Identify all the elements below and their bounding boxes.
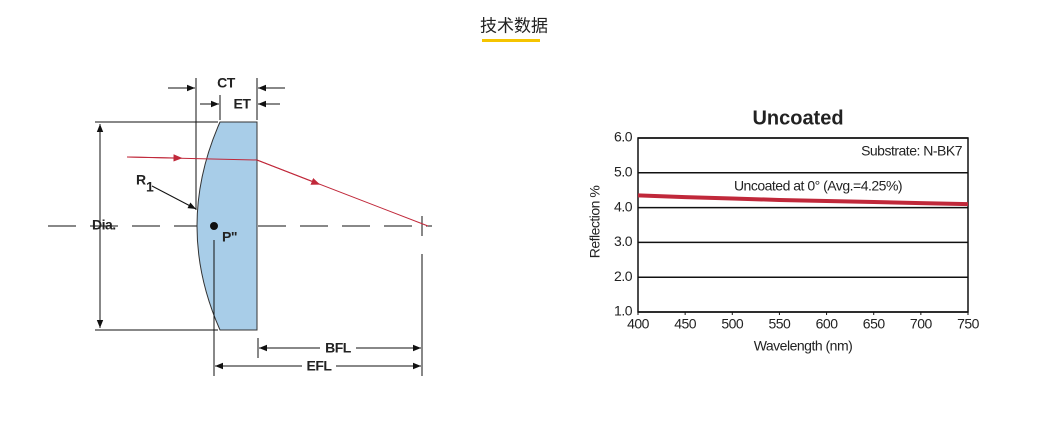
r1-leader	[151, 185, 197, 210]
p-label: P"	[222, 229, 237, 245]
reflection-chart: Uncoated Wavelength (nm) Reflection % 1.…	[587, 107, 980, 353]
page-heading: 技术数据	[480, 16, 548, 35]
y-axis-label: Reflection %	[587, 186, 603, 259]
principal-point	[210, 222, 218, 230]
et-label: ET	[234, 96, 252, 112]
efl-label: EFL	[307, 358, 333, 374]
y-tick-label: 3.0	[614, 233, 633, 249]
r-subscript: 1	[146, 179, 154, 195]
series-line	[637, 193, 969, 207]
ray-arrow	[126, 154, 183, 162]
x-tick-label: 750	[957, 316, 980, 332]
lens	[196, 121, 258, 331]
ray-arrow	[256, 159, 321, 185]
x-tick-label: 500	[721, 316, 744, 332]
r-label: R	[136, 172, 146, 188]
bfl-label: BFL	[325, 340, 352, 356]
y-tick-label: 2.0	[614, 268, 633, 284]
x-tick-label: 600	[816, 316, 839, 332]
x-tick-label: 650	[863, 316, 886, 332]
x-tick-label: 550	[768, 316, 791, 332]
heading-underline	[482, 39, 540, 42]
x-tick-label: 700	[910, 316, 933, 332]
x-tick-label: 400	[627, 316, 650, 332]
dia-label: Dia.	[92, 217, 116, 233]
plot-frame	[637, 137, 969, 313]
y-tick-label: 6.0	[614, 129, 633, 145]
lens-diagram	[48, 78, 432, 376]
ray	[126, 156, 429, 227]
chart-title: Uncoated	[752, 107, 843, 129]
y-tick-label: 4.0	[614, 198, 633, 214]
y-tick-label: 1.0	[614, 303, 633, 319]
x-tick-label: 450	[674, 316, 697, 332]
annotation: Substrate: N-BK7	[861, 143, 963, 159]
ct-label: CT	[217, 75, 236, 91]
x-axis-label: Wavelength (nm)	[754, 338, 853, 354]
annotation: Uncoated at 0° (Avg.=4.25%)	[734, 178, 902, 194]
y-tick-label: 5.0	[614, 164, 633, 180]
